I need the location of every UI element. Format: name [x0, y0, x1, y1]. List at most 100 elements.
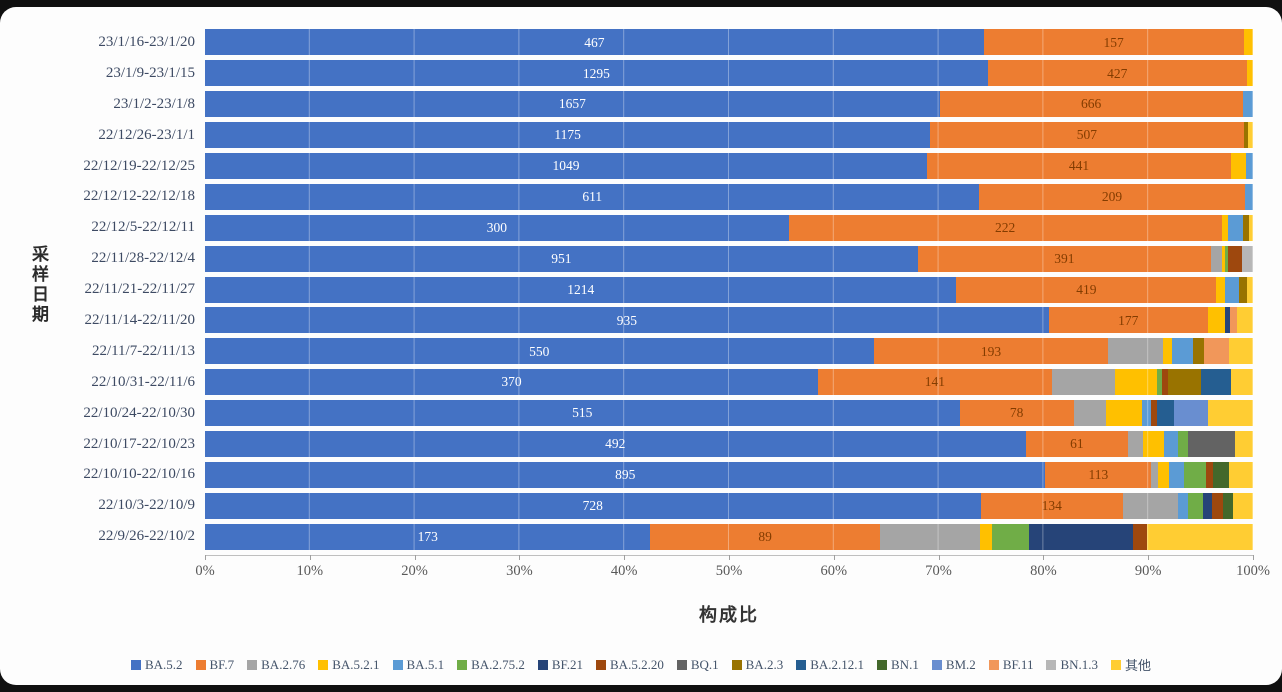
legend-label: BA.2.76	[261, 656, 306, 672]
bar-segment-BA.5.1	[1242, 91, 1253, 118]
segment-value-label: 951	[551, 250, 572, 266]
x-tick-label: 50%	[715, 563, 743, 579]
bar-track: 467 157	[205, 29, 1253, 56]
bar-row: 22/10/31-22/11/6 370 141	[0, 367, 1253, 398]
bar-segment-BA.5.2.1	[1106, 400, 1142, 427]
bar-track: 951 391	[205, 245, 1253, 272]
bar-segment-BA.5.2.20	[1212, 492, 1223, 519]
segment-value-label: 1175	[554, 127, 581, 143]
bar-row: 22/11/21-22/11/27 1214 419	[0, 274, 1253, 305]
bar-segment-BA.5.2.1	[1207, 307, 1225, 334]
bar-segment-BF.7: 193	[873, 338, 1109, 365]
legend-item: 其他	[1111, 655, 1151, 674]
segment-value-label: 61	[1070, 436, 1084, 452]
bar-segment-BF.7: 209	[979, 183, 1245, 210]
legend-label: BN.1	[891, 656, 919, 672]
bar-segment-BA.5.2.1	[1230, 153, 1246, 179]
bar-segment-BF.7: 507	[930, 122, 1244, 149]
bar-segment-BA.2.76	[1128, 431, 1143, 458]
bar-segment-BA.5.2.1	[1157, 461, 1170, 488]
bar-segment-BA.2.12.1	[1200, 369, 1231, 396]
legend-label: BA.5.2.20	[610, 656, 664, 672]
segment-value-label: 370	[501, 374, 522, 390]
x-tick-mark	[938, 555, 940, 560]
bar-segment-BA.5.2.1	[1162, 338, 1173, 365]
bar-segment-BA.2.3	[1193, 338, 1204, 365]
segment-value-label: 666	[1080, 96, 1102, 112]
legend-item: BA.2.76	[247, 657, 305, 673]
bar-segment-BA.2.76	[1108, 338, 1163, 365]
legend-swatch-icon	[1046, 659, 1057, 670]
bar-segment-BF.7: 141	[818, 369, 1052, 396]
bar-track: 895 113	[205, 461, 1253, 488]
bar-segment-BA.5.2: 173	[205, 523, 651, 550]
legend-swatch-icon	[318, 659, 329, 670]
segment-value-label: 173	[417, 528, 438, 544]
x-tick-mark	[1148, 555, 1150, 560]
bar-segment-BA.2.76	[1051, 369, 1115, 396]
bar-track: 728 134	[205, 492, 1253, 519]
bar-segment-其他	[1228, 338, 1253, 365]
legend-label: BF.11	[1002, 656, 1034, 672]
legend-item: BA.2.12.1	[796, 657, 864, 673]
bar-row: 22/12/19-22/12/25 1049 441	[0, 151, 1253, 182]
legend-swatch-icon	[988, 659, 999, 670]
bar-segment-BA.5.2: 1214	[205, 276, 957, 303]
x-tick-mark	[833, 555, 835, 560]
legend: BA.5.2 BF.7 BA.2.76 BA.5.2.1 BA.5.1 BA.2.75.2…	[0, 655, 1282, 674]
legend-swatch-icon	[247, 659, 258, 670]
legend-item: BN.1.3	[1046, 657, 1098, 673]
bar-row: 22/12/5-22/12/11 300 222	[0, 212, 1253, 243]
category-label: 22/10/10-22/10/16	[83, 466, 195, 483]
x-tick-label: 0%	[195, 563, 215, 579]
bar-segment-BA.5.1	[1177, 492, 1188, 519]
bar-segment-BF.7: 78	[959, 400, 1074, 427]
bar-segment-BA.2.3	[1168, 369, 1201, 396]
bar-row: 23/1/9-23/1/15 1295 427	[0, 58, 1253, 89]
legend-swatch-icon	[130, 659, 141, 670]
bar-row: 23/1/16-23/1/20 467 157	[0, 27, 1253, 58]
legend-item: BF.7	[195, 657, 234, 673]
x-tick-mark	[414, 555, 416, 560]
segment-value-label: 419	[1076, 281, 1097, 297]
bar-row: 23/1/2-23/1/8 1657 666	[0, 89, 1253, 120]
bar-track: 300 222	[205, 214, 1253, 241]
bar-segment-BA.5.1	[1244, 183, 1253, 210]
bar-track: 935 177	[205, 307, 1253, 334]
bar-segment-BA.5.1	[1172, 338, 1194, 365]
bar-track: 1049 441	[205, 153, 1253, 179]
segment-value-label: 113	[1088, 467, 1109, 483]
legend-item: BA.2.3	[731, 657, 783, 673]
bar-segment-BF.21	[1202, 492, 1213, 519]
bar-segment-BA.5.1	[1163, 431, 1178, 458]
bar-segment-BA.5.2: 550	[205, 338, 874, 365]
bar-segment-BA.5.2: 1049	[205, 153, 928, 179]
legend-item: BA.5.2	[130, 657, 183, 673]
legend-swatch-icon	[537, 659, 548, 670]
x-tick-label: 30%	[506, 563, 533, 579]
segment-value-label: 895	[615, 467, 636, 483]
category-label: 22/11/7-22/11/13	[91, 342, 195, 359]
bar-segment-BA.2.75.2	[1187, 492, 1203, 519]
segment-value-label: 391	[1054, 250, 1075, 266]
category-label: 22/10/31-22/11/6	[91, 373, 195, 390]
bar-segment-BA.5.2.20	[1205, 461, 1214, 488]
bar-segment-BA.5.1	[1245, 153, 1253, 179]
bar-segment-其他	[1247, 122, 1253, 149]
bar-segment-其他	[1207, 400, 1253, 427]
legend-label: BF.21	[551, 656, 584, 672]
legend-label: BA.5.1	[406, 656, 445, 672]
bar-segment-BA.5.2.1	[1221, 214, 1228, 241]
x-tick-label: 20%	[401, 563, 428, 579]
bar-segment-BA.5.1	[1227, 214, 1243, 241]
bar-track: 173 89	[205, 523, 1253, 550]
category-label: 23/1/16-23/1/20	[98, 33, 195, 50]
bar-segment-BF.11	[1203, 338, 1229, 365]
legend-item: BA.5.2.20	[596, 657, 664, 673]
segment-value-label: 141	[924, 374, 946, 390]
bar-segment-BA.5.2.1	[1243, 29, 1253, 56]
category-label: 22/12/26-23/1/1	[98, 126, 195, 143]
legend-swatch-icon	[1111, 659, 1122, 670]
segment-value-label: 134	[1041, 498, 1062, 514]
bar-row: 22/12/26-23/1/1 1175 507	[0, 120, 1253, 151]
